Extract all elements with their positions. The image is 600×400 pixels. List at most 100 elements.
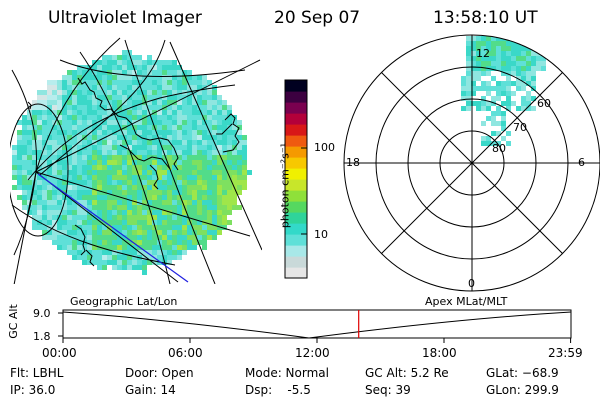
emission-pixel bbox=[127, 175, 132, 180]
emission-pixel bbox=[187, 180, 192, 185]
emission-pixel bbox=[501, 81, 506, 86]
emission-pixel bbox=[202, 175, 207, 180]
emission-pixel bbox=[197, 185, 202, 190]
colorbar-level-13 bbox=[285, 124, 307, 136]
emission-pixel bbox=[152, 65, 157, 70]
emission-pixel bbox=[192, 245, 197, 250]
emission-pixel bbox=[52, 205, 57, 210]
emission-pixel bbox=[212, 110, 217, 115]
emission-pixel bbox=[197, 230, 202, 235]
emission-pixel bbox=[82, 100, 87, 105]
emission-pixel bbox=[12, 185, 17, 190]
emission-pixel bbox=[516, 61, 521, 66]
emission-pixel bbox=[97, 110, 102, 115]
emission-pixel bbox=[127, 265, 132, 270]
emission-pixel bbox=[157, 110, 162, 115]
emission-pixel bbox=[107, 155, 112, 160]
emission-pixel bbox=[496, 111, 501, 116]
emission-pixel bbox=[102, 65, 107, 70]
status-glat: GLat: −68.9 bbox=[486, 366, 559, 380]
emission-pixel bbox=[461, 76, 466, 81]
emission-pixel bbox=[536, 46, 541, 51]
emission-pixel bbox=[57, 155, 62, 160]
emission-pixel bbox=[162, 150, 167, 155]
emission-pixel bbox=[147, 175, 152, 180]
emission-pixel bbox=[521, 46, 526, 51]
emission-pixel bbox=[167, 205, 172, 210]
emission-pixel bbox=[132, 210, 137, 215]
emission-pixel bbox=[476, 56, 481, 61]
emission-pixel bbox=[92, 240, 97, 245]
emission-pixel bbox=[167, 80, 172, 85]
emission-pixel bbox=[112, 185, 117, 190]
emission-pixel bbox=[62, 130, 67, 135]
emission-pixel bbox=[82, 150, 87, 155]
emission-pixel bbox=[62, 230, 67, 235]
emission-pixel bbox=[57, 110, 62, 115]
emission-pixel bbox=[87, 160, 92, 165]
emission-pixel bbox=[47, 205, 52, 210]
emission-pixel bbox=[97, 165, 102, 170]
emission-pixel bbox=[496, 51, 501, 56]
emission-pixel bbox=[132, 110, 137, 115]
emission-pixel bbox=[177, 80, 182, 85]
emission-pixel bbox=[182, 165, 187, 170]
emission-pixel bbox=[162, 120, 167, 125]
emission-pixel bbox=[152, 115, 157, 120]
emission-pixel bbox=[486, 141, 491, 146]
emission-pixel bbox=[32, 145, 37, 150]
emission-pixel bbox=[217, 150, 222, 155]
emission-pixel bbox=[137, 215, 142, 220]
emission-pixel bbox=[187, 205, 192, 210]
status-gc-alt: GC Alt: 5.2 Re bbox=[365, 366, 449, 380]
emission-pixel bbox=[481, 51, 486, 56]
emission-pixel bbox=[177, 70, 182, 75]
colorbar-level-9 bbox=[285, 168, 307, 180]
emission-pixel bbox=[62, 80, 67, 85]
emission-pixel bbox=[37, 145, 42, 150]
emission-pixel bbox=[152, 105, 157, 110]
emission-pixel bbox=[167, 245, 172, 250]
emission-pixel bbox=[67, 225, 72, 230]
emission-pixel bbox=[237, 140, 242, 145]
emission-pixel bbox=[112, 115, 117, 120]
emission-pixel bbox=[222, 205, 227, 210]
emission-pixel bbox=[521, 51, 526, 56]
emission-pixel bbox=[12, 175, 17, 180]
colorbar-unit-label: photon cm⁻²s⁻¹ bbox=[278, 142, 292, 229]
emission-pixel bbox=[112, 215, 117, 220]
emission-pixel bbox=[107, 95, 112, 100]
emission-pixel bbox=[147, 230, 152, 235]
emission-pixel bbox=[77, 230, 82, 235]
emission-pixel bbox=[227, 160, 232, 165]
emission-pixel bbox=[167, 255, 172, 260]
emission-pixel bbox=[37, 125, 42, 130]
emission-pixel bbox=[52, 185, 57, 190]
emission-pixel bbox=[217, 210, 222, 215]
emission-pixel bbox=[147, 170, 152, 175]
emission-pixel bbox=[202, 180, 207, 185]
emission-pixel bbox=[102, 85, 107, 90]
emission-pixel bbox=[187, 75, 192, 80]
emission-pixel bbox=[127, 220, 132, 225]
emission-pixel bbox=[32, 155, 37, 160]
emission-pixel bbox=[92, 155, 97, 160]
emission-pixel bbox=[167, 180, 172, 185]
emission-pixel bbox=[167, 110, 172, 115]
emission-pixel bbox=[92, 205, 97, 210]
emission-pixel bbox=[197, 195, 202, 200]
emission-pixel bbox=[152, 160, 157, 165]
emission-pixel bbox=[501, 41, 506, 46]
emission-pixel bbox=[147, 55, 152, 60]
emission-pixel bbox=[217, 195, 222, 200]
emission-pixel bbox=[192, 130, 197, 135]
emission-pixel bbox=[486, 41, 491, 46]
emission-pixel bbox=[72, 130, 77, 135]
emission-pixel bbox=[187, 155, 192, 160]
emission-pixel bbox=[52, 125, 57, 130]
emission-pixel bbox=[112, 145, 117, 150]
emission-pixel bbox=[52, 95, 57, 100]
emission-pixel bbox=[102, 215, 107, 220]
emission-pixel bbox=[87, 255, 92, 260]
emission-pixel bbox=[152, 135, 157, 140]
